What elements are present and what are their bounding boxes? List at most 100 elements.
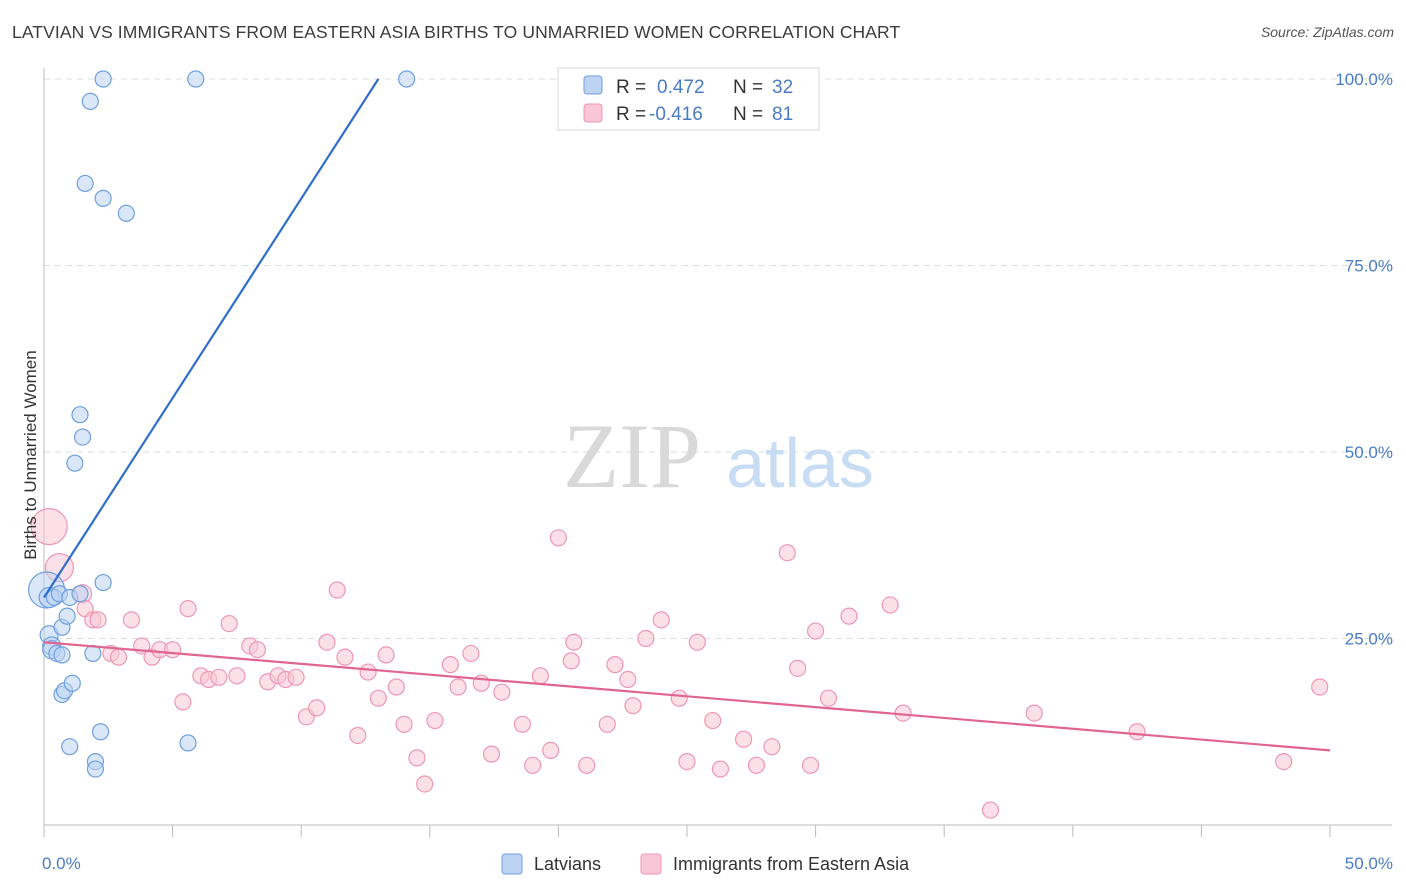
immigrant-point-70 xyxy=(801,756,820,774)
immigrant-point-68 xyxy=(778,544,796,562)
watermark: ZIP atlas xyxy=(563,405,874,507)
immigrant-point-67 xyxy=(763,738,781,756)
latvian-point-17 xyxy=(71,406,89,424)
immigrant-point-37 xyxy=(408,749,426,767)
stats-box: R = 0.472 N = 32 R = -0.416 N = 81 xyxy=(557,67,820,131)
legend: Latvians Immigrants from Eastern Asia xyxy=(501,853,910,875)
immigrant-point-49 xyxy=(542,741,560,760)
watermark-atlas: atlas xyxy=(726,424,874,502)
immigrant-point-13 xyxy=(174,693,192,711)
latvian-point-20 xyxy=(76,174,94,193)
grid-lines xyxy=(44,78,1392,639)
immigrant-point-18 xyxy=(220,614,238,633)
immigrant-point-63 xyxy=(704,711,722,730)
immigrant-point-47 xyxy=(524,756,542,774)
y-axis-label: Births to Unmarried Women xyxy=(21,350,40,559)
immigrant-point-53 xyxy=(578,756,596,774)
immigrant-point-12 xyxy=(164,641,182,659)
immigrant-point-28 xyxy=(318,633,336,651)
immigrant-point-14 xyxy=(179,600,197,618)
latvian-point-18 xyxy=(71,585,89,603)
stats-n-value-latvians: 32 xyxy=(772,77,793,98)
immigrant-point-44 xyxy=(482,745,501,763)
immigrant-point-57 xyxy=(624,697,642,715)
latvian-point-16 xyxy=(66,454,84,472)
y-tick-label-0: 25.0% xyxy=(1345,630,1393,649)
immigrant-point-62 xyxy=(688,633,706,651)
immigrant-point-66 xyxy=(747,756,766,774)
immigrant-point-54 xyxy=(598,715,616,733)
immigrant-point-42 xyxy=(462,644,480,663)
legend-label-immigrants: Immigrants from Eastern Asia xyxy=(673,854,910,874)
legend-swatch-immigrants xyxy=(640,853,662,875)
immigrant-point-51 xyxy=(562,652,580,670)
immigrant-point-52 xyxy=(565,633,583,651)
stats-n-label-immigrants: N = xyxy=(733,104,763,125)
immigrant-point-25 xyxy=(287,668,305,686)
immigrant-point-40 xyxy=(441,656,459,674)
stats-n-label-latvians: N = xyxy=(733,77,763,98)
watermark-zip: ZIP xyxy=(563,405,701,507)
latvian-point-27 xyxy=(94,189,112,207)
latvian-point-25 xyxy=(91,723,110,741)
immigrant-point-74 xyxy=(881,596,899,614)
latvian-point-15 xyxy=(63,674,81,692)
latvian-point-19 xyxy=(73,428,92,446)
x-tick-label-0: 0.0% xyxy=(42,854,81,873)
trend-lines xyxy=(43,78,1331,752)
immigrant-point-19 xyxy=(228,667,246,685)
series-immigrants-eastern-asia xyxy=(30,507,1329,819)
tick-labels: 25.0% 50.0% 75.0% 100.0% 0.0% 50.0% xyxy=(42,70,1393,873)
immigrant-point-38 xyxy=(426,711,444,730)
stats-r-value-latvians: 0.472 xyxy=(657,77,705,98)
chart-title: LATVIAN VS IMMIGRANTS FROM EASTERN ASIA … xyxy=(12,22,901,42)
stats-swatch-latvians xyxy=(583,75,603,95)
immigrant-point-31 xyxy=(349,726,367,745)
latvian-point-30 xyxy=(179,734,197,752)
latvian-point-32 xyxy=(398,70,416,88)
source-label: Source: ZipAtlas.com xyxy=(1260,24,1394,40)
latvian-point-24 xyxy=(86,760,105,778)
latvian-point-12 xyxy=(58,607,76,625)
latvian-point-31 xyxy=(187,70,205,88)
immigrant-point-78 xyxy=(1128,723,1146,741)
legend-label-latvians: Latvians xyxy=(534,854,601,874)
immigrant-point-61 xyxy=(678,752,696,771)
immigrant-point-17 xyxy=(210,668,228,686)
axes xyxy=(43,68,1392,837)
immigrant-point-72 xyxy=(819,689,838,707)
immigrant-point-5 xyxy=(89,611,107,629)
immigrant-point-60 xyxy=(670,689,688,707)
stats-swatch-immigrants xyxy=(583,103,603,123)
immigrant-point-34 xyxy=(377,646,395,664)
stats-n-value-immigrants: 81 xyxy=(772,104,793,125)
immigrant-point-59 xyxy=(652,611,670,629)
immigrant-point-80 xyxy=(1311,678,1329,696)
y-tick-label-1: 50.0% xyxy=(1345,443,1393,462)
immigrant-point-77 xyxy=(1025,704,1043,722)
x-tick-label-1: 50.0% xyxy=(1345,854,1393,873)
latvian-point-14 xyxy=(61,738,79,756)
y-tick-label-3: 100.0% xyxy=(1335,70,1393,89)
immigrant-point-35 xyxy=(387,678,405,696)
immigrant-point-0 xyxy=(30,507,68,546)
trend-line-immigrants xyxy=(43,641,1331,752)
immigrant-point-55 xyxy=(606,656,624,674)
immigrant-point-56 xyxy=(619,670,637,689)
immigrant-point-30 xyxy=(336,648,354,666)
immigrant-point-46 xyxy=(513,715,531,733)
legend-swatch-latvians xyxy=(501,853,523,875)
latvian-point-26 xyxy=(94,573,112,592)
immigrant-point-65 xyxy=(734,730,753,748)
immigrant-point-48 xyxy=(531,667,549,685)
immigrant-point-69 xyxy=(788,659,807,677)
immigrant-point-21 xyxy=(248,641,267,659)
immigrant-point-45 xyxy=(493,683,511,701)
immigrant-point-39 xyxy=(416,775,434,793)
latvian-point-9 xyxy=(53,646,71,664)
immigrant-point-64 xyxy=(711,760,730,778)
immigrant-point-41 xyxy=(449,678,467,696)
immigrant-point-33 xyxy=(369,689,387,707)
latvian-point-28 xyxy=(94,70,112,88)
